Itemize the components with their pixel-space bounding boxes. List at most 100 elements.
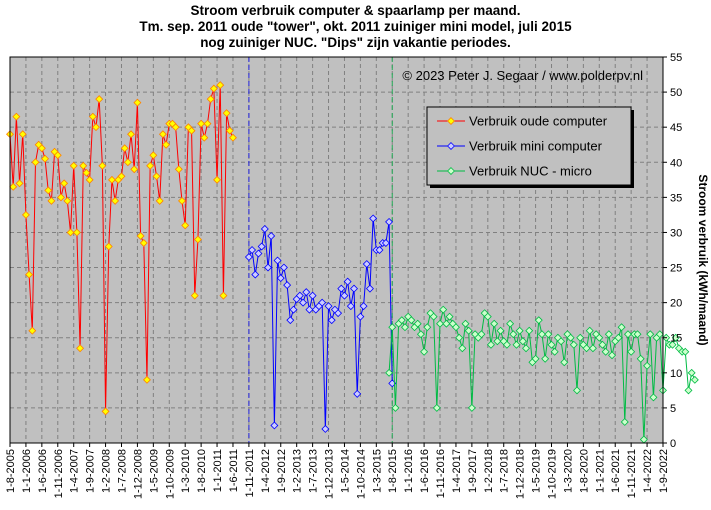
data-point [496, 326, 505, 335]
data-point [566, 333, 575, 342]
x-tick-label: 1-10-2009 [164, 449, 176, 499]
data-point [655, 330, 664, 339]
legend-entry-label: Verbruik NUC - micro [469, 164, 592, 179]
x-tick-label: 1-12-2008 [132, 449, 144, 499]
data-point [63, 196, 72, 205]
y-tick-label: 30 [670, 227, 682, 239]
data-point [289, 305, 298, 314]
x-tick-label: 1-1-2021 [594, 449, 606, 493]
data-point [608, 351, 616, 360]
data-point [79, 161, 88, 170]
x-tick-label: 1-6-2011 [228, 449, 240, 492]
x-tick-label: 1-3-2015 [371, 449, 383, 493]
data-point [88, 112, 97, 121]
y-tick-label: 25 [670, 263, 682, 275]
y-tick-label: 20 [670, 298, 682, 310]
y-axis-label: Stroom verbruik (kWh/maand) [696, 174, 710, 345]
data-point [244, 253, 253, 261]
data-point [130, 165, 139, 174]
y-tick-label: 55 [670, 52, 682, 64]
data-point [92, 123, 100, 132]
data-point [273, 256, 282, 265]
x-tick-label: 1-11-2006 [53, 449, 65, 498]
data-point [391, 403, 400, 412]
data-point [219, 291, 228, 300]
data-point [595, 333, 604, 342]
x-tick-label: 1-7-2008 [116, 449, 128, 493]
data-point [308, 291, 317, 300]
x-tick-label: 1-5-2014 [339, 449, 351, 493]
data-point [690, 375, 699, 384]
data-point [193, 235, 202, 244]
data-point [203, 119, 212, 128]
data-point [28, 326, 37, 335]
data-point [512, 340, 521, 349]
data-point [356, 312, 365, 321]
legend-marker [447, 142, 455, 150]
data-point [636, 354, 645, 363]
data-point [152, 172, 161, 181]
x-tick-label: 1-9-2017 [467, 449, 479, 493]
data-point [687, 368, 696, 377]
legend-entry-label: Verbruik mini computer [469, 139, 603, 154]
data-point [531, 354, 540, 363]
x-tick-label: 1-6-2021 [610, 449, 622, 493]
data-point [187, 126, 196, 135]
data-point [668, 340, 677, 349]
data-point [324, 302, 333, 311]
data-point [643, 361, 652, 370]
data-point [146, 161, 155, 170]
x-tick-label: 1-9-2012 [276, 449, 288, 493]
data-point [60, 179, 69, 188]
data-point [365, 284, 374, 293]
data-point [25, 270, 34, 279]
data-point [439, 305, 448, 314]
data-point [98, 161, 107, 170]
x-tick-label: 1-10-2014 [355, 449, 367, 499]
data-point [120, 144, 129, 153]
data-point [101, 407, 110, 416]
data-point [9, 182, 18, 191]
x-tick-label: 1-4-2007 [69, 449, 81, 493]
data-point [302, 288, 311, 297]
data-point [375, 246, 384, 254]
data-point [617, 323, 626, 332]
data-point [82, 168, 91, 177]
data-point [174, 165, 183, 174]
data-point [197, 119, 206, 128]
data-point [362, 260, 371, 269]
data-point [423, 323, 432, 332]
data-point [620, 417, 629, 426]
data-point [633, 330, 642, 339]
data-point [12, 112, 21, 121]
x-tick-label: 1-8-2010 [196, 449, 208, 493]
x-tick-label: 1-11-2011 [244, 449, 256, 498]
x-tick-label: 1-9-2007 [85, 449, 97, 493]
data-point [506, 319, 515, 328]
data-point [72, 228, 81, 237]
data-point [123, 158, 132, 167]
data-point [557, 337, 566, 346]
data-point [158, 130, 167, 139]
data-point [493, 337, 502, 346]
data-point [340, 291, 349, 300]
data-point [458, 344, 467, 353]
x-tick-label: 1-3-2010 [180, 449, 192, 493]
data-point [416, 330, 425, 339]
data-point [537, 330, 546, 339]
data-point [429, 312, 438, 321]
y-tick-label: 35 [670, 192, 682, 204]
data-point [614, 333, 623, 342]
x-tick-label: 1-1-2011 [212, 449, 224, 492]
data-point [334, 309, 343, 318]
data-point [41, 154, 50, 163]
x-tick-label: 1-6-2006 [37, 449, 49, 493]
data-point [171, 123, 180, 132]
x-tick-label: 1-8-2005 [5, 449, 17, 493]
data-point [155, 196, 164, 205]
data-point [436, 319, 444, 328]
copyright-notice: © 2023 Peter J. Segaar / www.polderpv.nl [402, 68, 643, 83]
data-point [133, 98, 142, 107]
data-point [178, 196, 186, 205]
data-point [15, 179, 24, 188]
